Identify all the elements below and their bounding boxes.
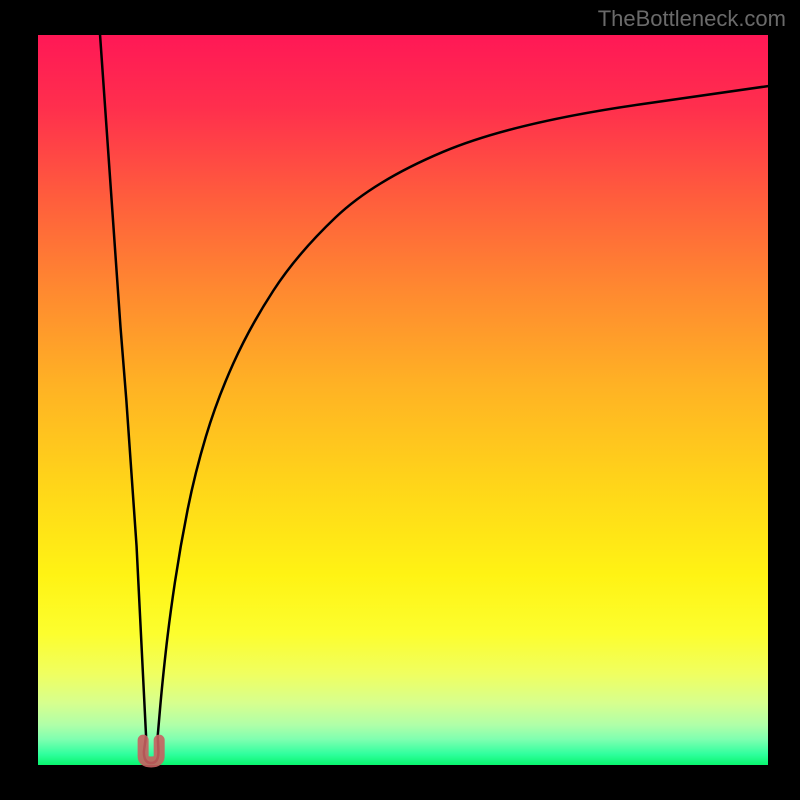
watermark-text: TheBottleneck.com [598,6,786,32]
bottleneck-chart [0,0,800,800]
plot-area [38,35,768,765]
chart-container: TheBottleneck.com [0,0,800,800]
